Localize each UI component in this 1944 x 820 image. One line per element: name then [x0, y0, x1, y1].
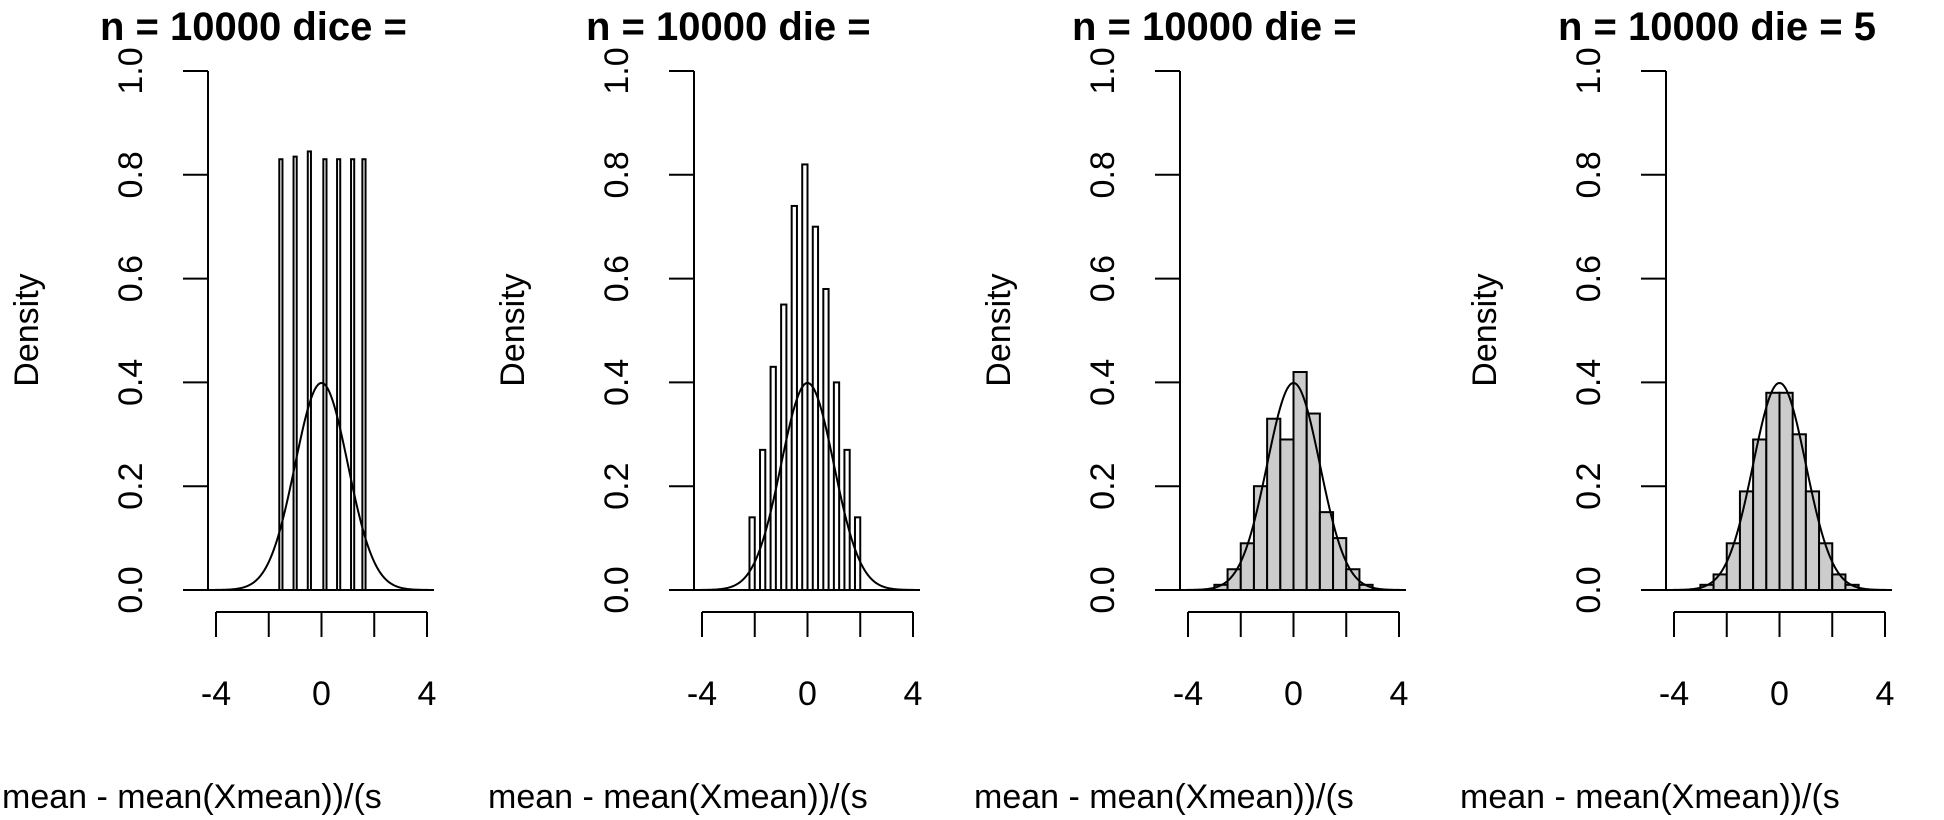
y-tick-label: 0.2: [1084, 463, 1122, 510]
y-tick-label: 0.0: [598, 566, 636, 613]
normal-density-curve: [210, 381, 433, 591]
x-tick-label: 4: [418, 675, 437, 713]
y-tick-label: 0.6: [598, 255, 636, 302]
y-axis-label: Density: [1466, 273, 1504, 386]
histogram-bar: [278, 158, 284, 591]
histogram-bar: [769, 365, 777, 591]
histogram-bar: [1831, 573, 1847, 591]
y-tick-label: 0.2: [598, 463, 636, 510]
y-tick-label: 0.4: [112, 359, 150, 406]
y-tick-label: 0.0: [112, 566, 150, 613]
x-axis-label: mean - mean(Xmean))/(s: [974, 778, 1354, 816]
histogram-bar: [361, 158, 367, 591]
histogram-bar: [322, 158, 328, 591]
y-tick-label: 0.4: [1084, 359, 1122, 406]
chart-panel-4: n = 10000 die = 5 0.0 0.2 0.4 0.6 0.8 1.0 Densi…: [1460, 5, 1894, 816]
histogram-bar: [748, 516, 756, 592]
y-tick-label: 0.4: [598, 359, 636, 406]
x-tick-label: -4: [201, 675, 231, 713]
histogram-bar: [1252, 485, 1269, 592]
histogram-bar: [1765, 391, 1781, 591]
x-tick-label: 4: [1390, 675, 1409, 713]
histogram-bar: [759, 448, 767, 591]
y-tick-label: 0.4: [1570, 359, 1608, 406]
x-axis-label: mean - mean(Xmean))/(s: [2, 778, 382, 816]
y-tick-label: 0.8: [112, 151, 150, 198]
chart-title: n = 10000 dice =: [100, 5, 407, 49]
y-tick-label: 0.8: [598, 151, 636, 198]
y-tick-label: 0.6: [1084, 255, 1122, 302]
chart-panel-1: n = 10000 dice = 0.0 0.2 0.4 0.6 0.8 1.0 Densit…: [2, 5, 436, 816]
histogram-bar: [1778, 391, 1794, 591]
histogram-bar: [336, 158, 342, 591]
x-axis-label: mean - mean(Xmean))/(s: [1460, 778, 1840, 816]
histogram-bar: [1804, 490, 1821, 592]
histogram-bar: [1305, 412, 1321, 592]
histogram-bar: [1725, 542, 1741, 591]
histogram-bar: [1318, 511, 1335, 592]
x-axis-label: mean - mean(Xmean))/(s: [488, 778, 868, 816]
x-tick-label: 4: [1876, 675, 1895, 713]
chart-title: n = 10000 die = 5: [1558, 5, 1876, 49]
histogram-bar: [292, 155, 298, 591]
histogram-bar: [1752, 438, 1768, 591]
normal-density-curve: [1668, 381, 1891, 591]
histogram-bar: [1239, 542, 1255, 591]
y-tick-label: 0.2: [112, 463, 150, 510]
histogram-bar: [790, 204, 798, 591]
chart-title: n = 10000 die =: [1072, 5, 1357, 49]
x-tick-label: 0: [1284, 675, 1303, 713]
y-tick-label: 0.8: [1570, 151, 1608, 198]
y-tick-label: 0.2: [1570, 463, 1608, 510]
normal-density-curve: [696, 381, 919, 591]
y-tick-label: 1.0: [598, 47, 636, 94]
y-tick-label: 0.6: [1570, 255, 1608, 302]
x-tick-label: 0: [1770, 675, 1789, 713]
y-tick-label: 1.0: [1570, 47, 1608, 94]
histogram-bar: [1818, 542, 1834, 591]
y-axis-label: Density: [494, 273, 532, 386]
x-tick-label: 0: [798, 675, 817, 713]
y-axis-label: Density: [8, 273, 46, 386]
chart-title: n = 10000 die =: [586, 5, 871, 49]
normal-density-curve: [1182, 381, 1405, 591]
x-tick-label: 4: [904, 675, 923, 713]
x-tick-label: -4: [1659, 675, 1689, 713]
y-axis-label: Density: [980, 273, 1018, 386]
histogram-bar: [306, 150, 312, 591]
chart-panel-2: n = 10000 die = 0.0 0.2 0.4 0.6 0.8 1.0 Density…: [488, 5, 922, 816]
histogram-bar: [1292, 371, 1308, 591]
histogram-bar: [811, 225, 820, 591]
histogram-bar: [801, 163, 809, 591]
chart-panel-3: n = 10000 die = 0.0 0.2 0.4 0.6 0.8 1.0 Density…: [974, 5, 1408, 816]
y-tick-label: 0.0: [1084, 566, 1122, 613]
x-tick-label: 0: [312, 675, 331, 713]
y-tick-label: 1.0: [112, 47, 150, 94]
x-tick-label: -4: [687, 675, 717, 713]
histogram-bar: [1279, 438, 1295, 591]
histogram-bar: [1738, 490, 1755, 592]
y-tick-label: 0.6: [112, 255, 150, 302]
y-tick-label: 1.0: [1084, 47, 1122, 94]
histogram-bar: [1712, 573, 1728, 591]
y-tick-label: 0.8: [1084, 151, 1122, 198]
x-tick-label: -4: [1173, 675, 1203, 713]
histogram-bar: [350, 158, 356, 591]
histogram-bar: [1266, 417, 1282, 592]
y-tick-label: 0.0: [1570, 566, 1608, 613]
